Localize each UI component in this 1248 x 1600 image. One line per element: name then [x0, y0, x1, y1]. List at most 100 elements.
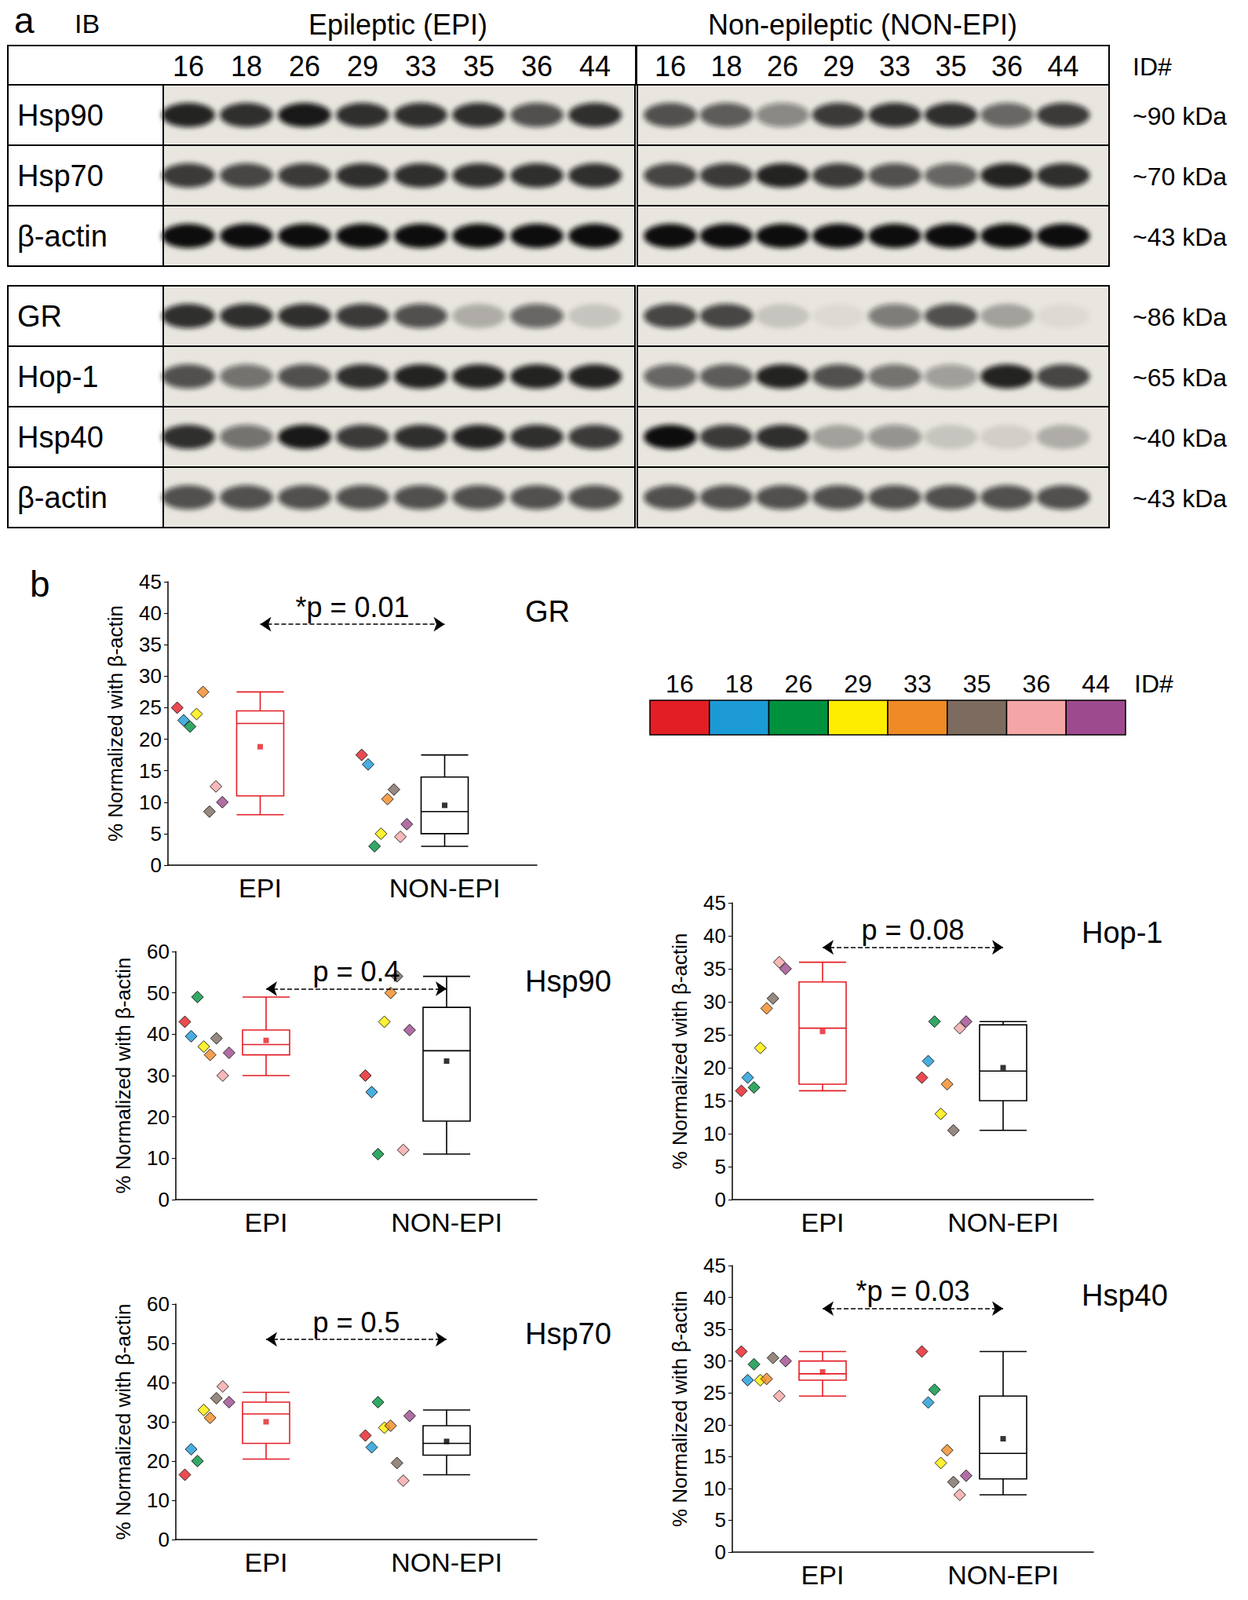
- svg-text:29: 29: [346, 50, 379, 83]
- svg-text:p = 0.08: p = 0.08: [861, 913, 964, 946]
- svg-text:30: 30: [146, 1409, 170, 1434]
- svg-text:20: 20: [146, 1448, 170, 1473]
- svg-text:NON-EPI: NON-EPI: [390, 1547, 503, 1577]
- svg-text:50: 50: [146, 981, 170, 1005]
- svg-text:36: 36: [1022, 669, 1051, 698]
- svg-text:5: 5: [715, 1154, 727, 1179]
- svg-text:35: 35: [703, 1317, 727, 1341]
- svg-text:β-actin: β-actin: [17, 219, 108, 253]
- svg-text:GR: GR: [525, 594, 570, 628]
- svg-text:NON-EPI: NON-EPI: [389, 872, 501, 903]
- svg-text:0: 0: [715, 1187, 727, 1212]
- svg-text:IB: IB: [74, 8, 100, 39]
- svg-text:EPI: EPI: [801, 1207, 845, 1238]
- svg-text:18: 18: [725, 669, 754, 698]
- svg-text:45: 45: [703, 1253, 727, 1278]
- svg-text:18: 18: [710, 50, 742, 83]
- svg-text:~65 kDa: ~65 kDa: [1132, 363, 1227, 392]
- svg-text:~40 kDa: ~40 kDa: [1132, 423, 1227, 453]
- svg-text:10: 10: [138, 790, 162, 814]
- svg-text:0: 0: [158, 1187, 170, 1212]
- svg-text:20: 20: [703, 1412, 727, 1437]
- svg-text:Non-epileptic (NON-EPI): Non-epileptic (NON-EPI): [707, 8, 1018, 41]
- svg-text:ID#: ID#: [1134, 669, 1174, 698]
- svg-text:30: 30: [703, 989, 727, 1014]
- svg-text:35: 35: [963, 669, 992, 698]
- svg-text:p = 0.4: p = 0.4: [312, 955, 400, 988]
- svg-text:40: 40: [146, 1021, 170, 1046]
- svg-text:36: 36: [521, 50, 553, 83]
- svg-text:ID#: ID#: [1132, 52, 1172, 81]
- svg-text:16: 16: [654, 50, 687, 83]
- svg-text:~86 kDa: ~86 kDa: [1132, 302, 1227, 332]
- svg-text:10: 10: [146, 1145, 170, 1170]
- svg-text:EPI: EPI: [801, 1559, 845, 1590]
- svg-text:30: 30: [138, 664, 162, 688]
- svg-text:Hop-1: Hop-1: [17, 360, 99, 394]
- svg-text:0: 0: [715, 1539, 727, 1564]
- svg-text:EPI: EPI: [244, 1547, 289, 1577]
- svg-text:% Normalized with β-actin: % Normalized with β-actin: [111, 956, 136, 1194]
- svg-text:5: 5: [150, 821, 162, 846]
- svg-text:a: a: [14, 0, 35, 41]
- svg-text:NON-EPI: NON-EPI: [947, 1559, 1059, 1590]
- svg-text:p = 0.5: p = 0.5: [312, 1306, 400, 1339]
- svg-text:25: 25: [138, 695, 162, 719]
- svg-text:NON-EPI: NON-EPI: [390, 1207, 503, 1238]
- svg-text:*p = 0.01: *p = 0.01: [295, 591, 409, 624]
- svg-text:25: 25: [703, 1022, 727, 1047]
- svg-text:10: 10: [703, 1121, 727, 1146]
- svg-text:16: 16: [665, 669, 694, 698]
- svg-text:% Normalized with β-actin: % Normalized with β-actin: [103, 605, 128, 842]
- svg-text:33: 33: [903, 669, 932, 698]
- svg-text:Hsp90: Hsp90: [525, 964, 612, 998]
- svg-text:35: 35: [703, 956, 727, 981]
- svg-text:10: 10: [703, 1476, 727, 1500]
- svg-text:25: 25: [703, 1380, 727, 1405]
- svg-text:44: 44: [1047, 50, 1079, 83]
- svg-text:% Normalized with β-actin: % Normalized with β-actin: [667, 1290, 692, 1527]
- svg-text:~70 kDa: ~70 kDa: [1132, 162, 1227, 191]
- svg-text:29: 29: [843, 669, 873, 698]
- svg-text:Hop-1: Hop-1: [1081, 915, 1164, 949]
- svg-text:16: 16: [172, 50, 205, 83]
- svg-text:EPI: EPI: [244, 1207, 289, 1238]
- svg-text:Hsp70: Hsp70: [17, 159, 104, 193]
- svg-text:20: 20: [138, 727, 162, 752]
- svg-text:% Normalized with β-actin: % Normalized with β-actin: [111, 1302, 136, 1540]
- svg-text:0: 0: [150, 853, 162, 877]
- svg-text:5: 5: [715, 1507, 727, 1532]
- svg-text:Hsp70: Hsp70: [525, 1317, 612, 1351]
- svg-text:44: 44: [1081, 669, 1110, 698]
- svg-text:b: b: [29, 563, 51, 605]
- svg-text:40: 40: [703, 1285, 727, 1310]
- svg-text:~43 kDa: ~43 kDa: [1132, 222, 1227, 252]
- svg-text:~90 kDa: ~90 kDa: [1132, 102, 1227, 131]
- svg-text:15: 15: [703, 1088, 727, 1113]
- svg-text:GR: GR: [17, 299, 63, 333]
- svg-text:35: 35: [934, 50, 967, 83]
- svg-text:~43 kDa: ~43 kDa: [1132, 484, 1227, 513]
- svg-text:18: 18: [230, 50, 263, 83]
- svg-text:15: 15: [138, 759, 162, 783]
- svg-text:Epileptic (EPI): Epileptic (EPI): [308, 8, 488, 41]
- svg-text:Hsp40: Hsp40: [1081, 1278, 1168, 1312]
- svg-text:45: 45: [138, 569, 162, 594]
- svg-text:20: 20: [146, 1105, 170, 1129]
- svg-text:26: 26: [784, 669, 814, 698]
- svg-text:33: 33: [879, 50, 911, 83]
- svg-text:40: 40: [703, 923, 727, 948]
- svg-text:*p = 0.03: *p = 0.03: [855, 1274, 970, 1307]
- svg-text:30: 30: [146, 1063, 170, 1088]
- svg-text:35: 35: [138, 632, 162, 657]
- svg-text:NON-EPI: NON-EPI: [947, 1207, 1059, 1238]
- svg-text:33: 33: [405, 50, 437, 83]
- svg-text:60: 60: [146, 939, 170, 964]
- svg-text:EPI: EPI: [238, 872, 282, 903]
- svg-text:26: 26: [766, 50, 799, 83]
- svg-text:35: 35: [463, 50, 495, 83]
- svg-text:40: 40: [146, 1370, 170, 1394]
- svg-text:44: 44: [579, 50, 611, 83]
- svg-text:20: 20: [703, 1055, 727, 1080]
- svg-text:60: 60: [146, 1291, 170, 1316]
